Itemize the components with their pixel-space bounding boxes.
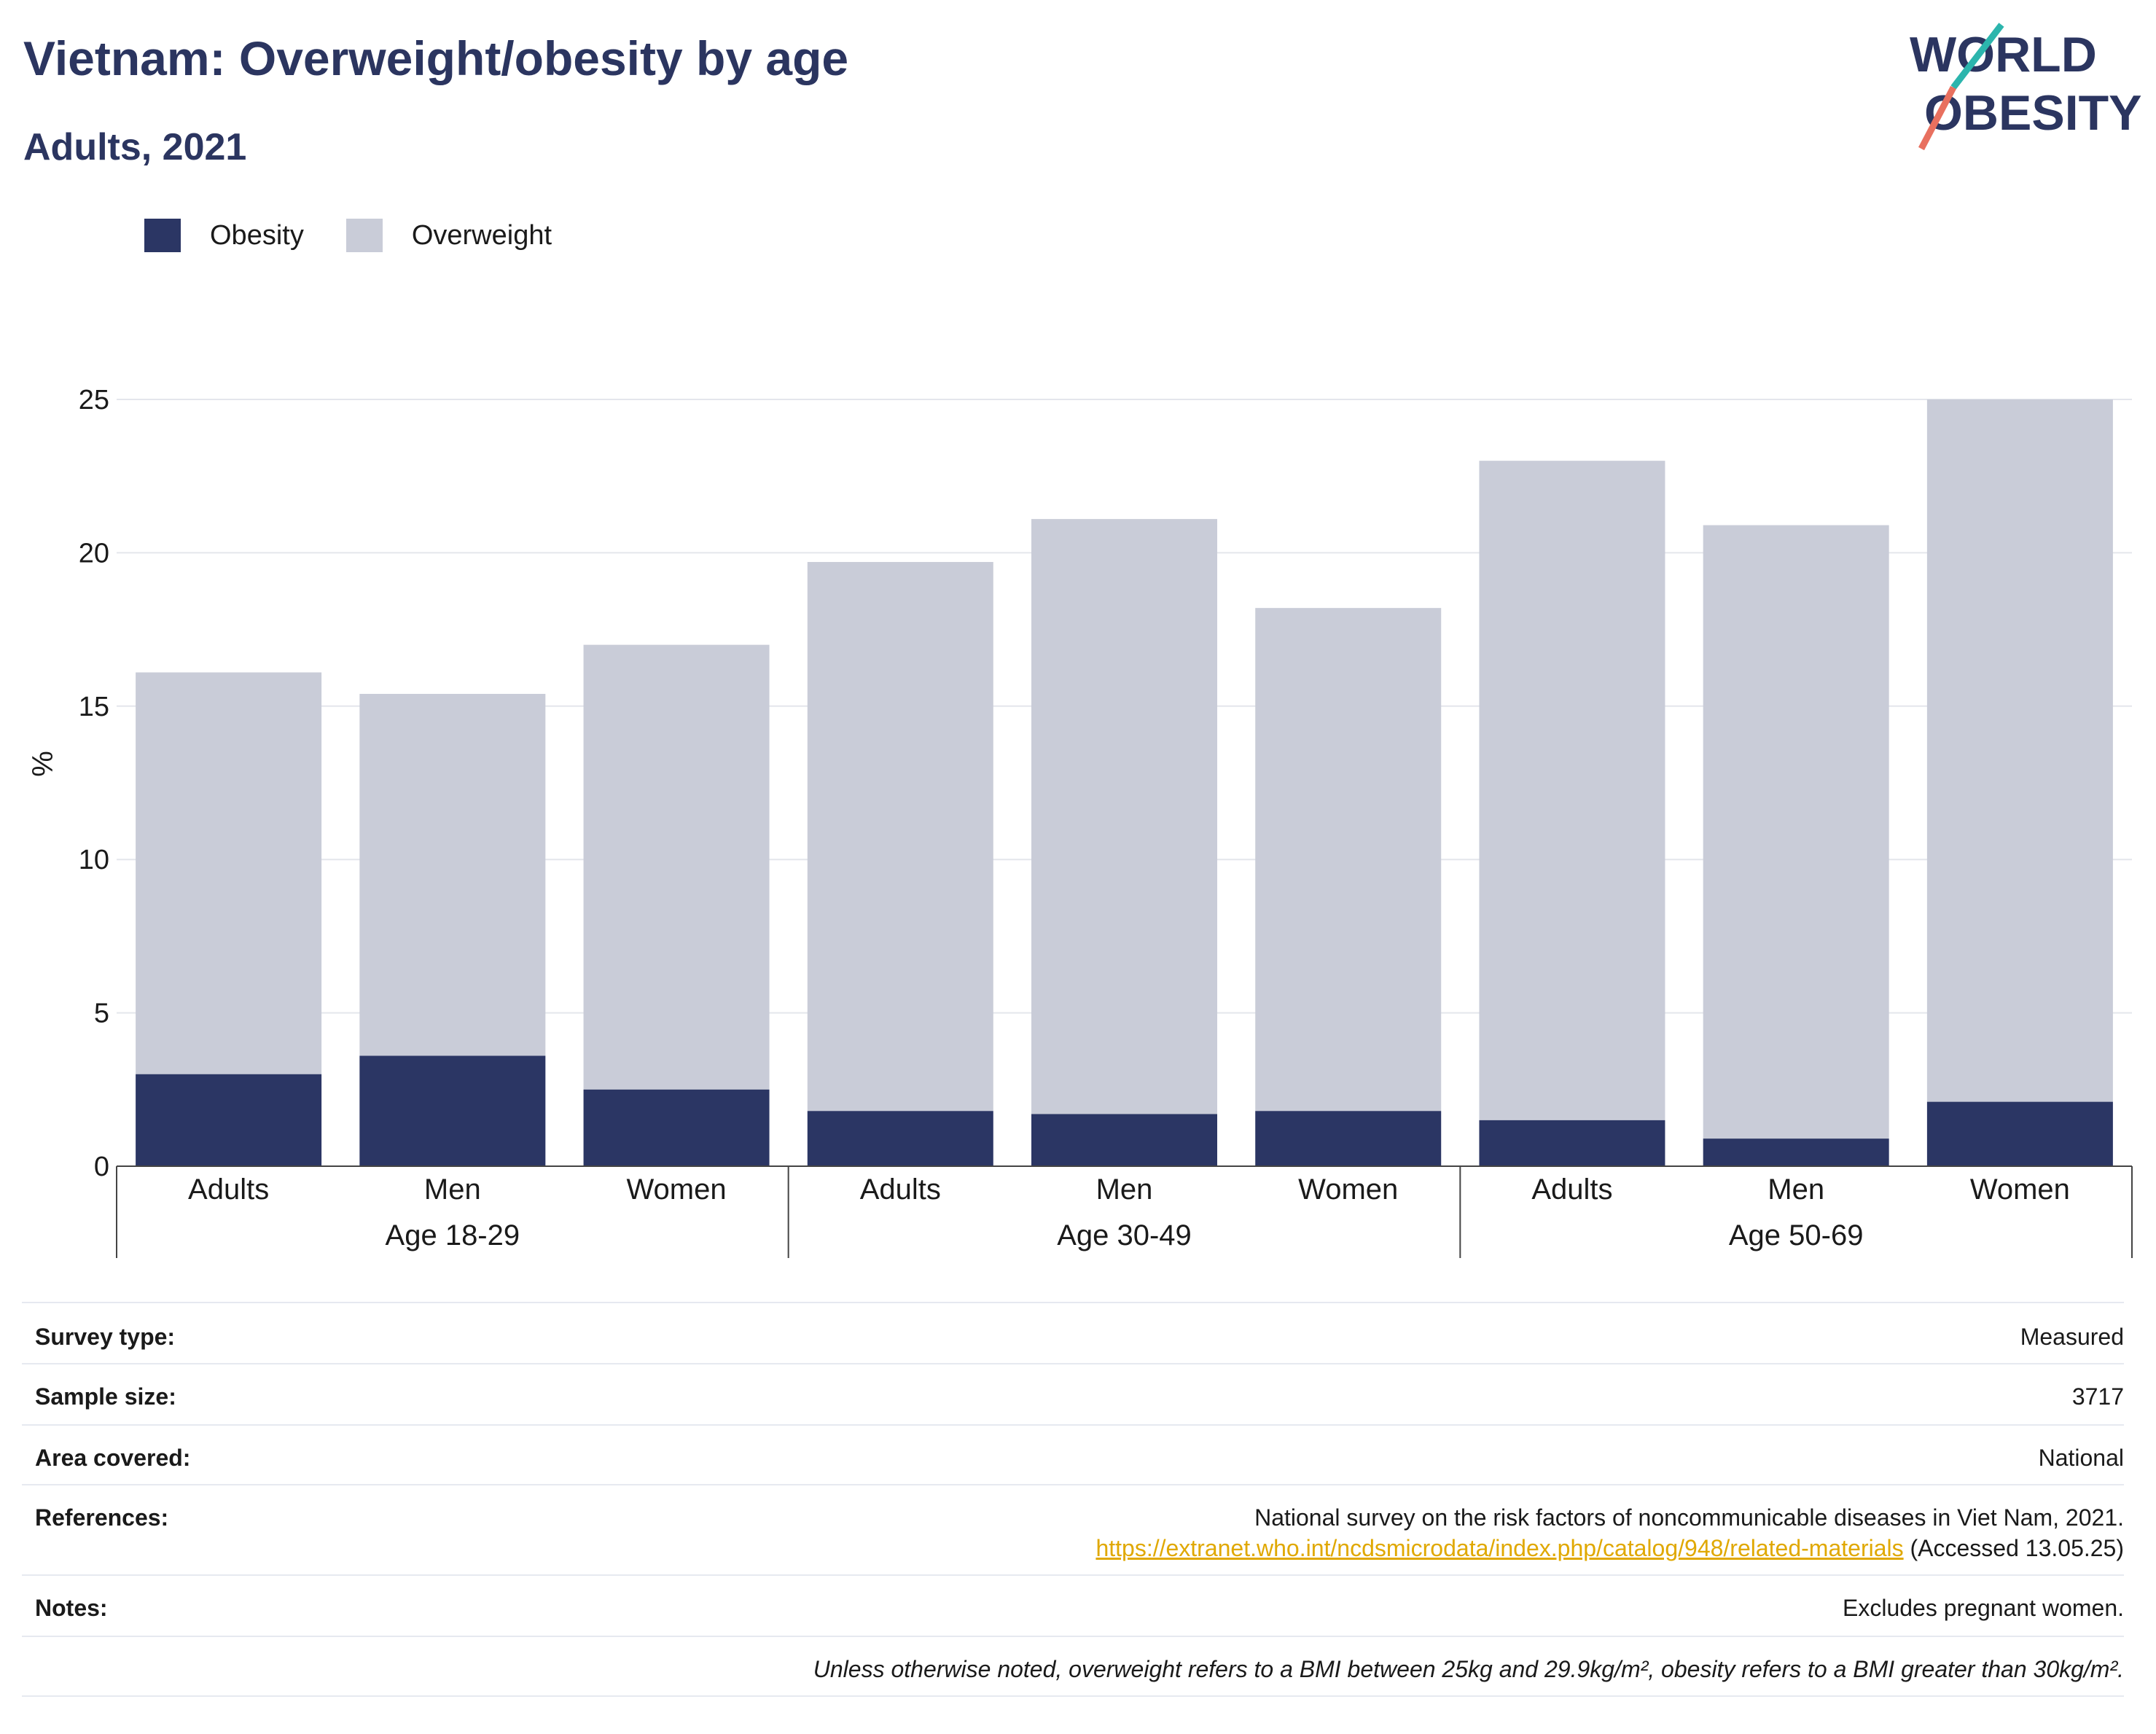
- info-row-footnote: Unless otherwise noted, overweight refer…: [22, 1636, 2124, 1697]
- notes-label: Notes:: [35, 1595, 108, 1621]
- x-tick-label: Women: [627, 1173, 727, 1206]
- y-tick-label: 20: [79, 538, 109, 569]
- bar-obesity: [1031, 1114, 1217, 1166]
- y-tick-label: 5: [94, 999, 109, 1029]
- sample-size-value: 3717: [2071, 1383, 2124, 1410]
- bar-obesity: [1703, 1139, 1889, 1166]
- bar-obesity: [359, 1055, 546, 1166]
- bar-overweight: [359, 693, 546, 1056]
- area-covered-label: Area covered:: [35, 1445, 191, 1471]
- bar-obesity: [807, 1111, 993, 1166]
- x-tick-label: Adults: [860, 1173, 941, 1206]
- area-covered-value: National: [2038, 1445, 2124, 1471]
- bar-overweight: [1703, 525, 1889, 1139]
- y-tick-label: 25: [79, 385, 109, 415]
- x-group-label: Age 30-49: [1057, 1219, 1192, 1251]
- bar-obesity: [136, 1074, 322, 1166]
- survey-info-table: Survey type: Measured Sample size: 3717 …: [22, 1302, 2124, 1697]
- x-tick-label: Men: [1768, 1173, 1824, 1206]
- x-tick-label: Men: [424, 1173, 481, 1206]
- legend-swatch-obesity: [144, 219, 181, 252]
- bar-overweight: [1255, 608, 1442, 1112]
- bar-overweight: [807, 562, 993, 1112]
- y-tick-label: 0: [94, 1152, 109, 1182]
- x-group-label: Age 18-29: [386, 1219, 520, 1251]
- survey-type-label: Survey type:: [35, 1324, 176, 1350]
- bar-overweight: [1926, 399, 2113, 1102]
- sample-size-label: Sample size:: [35, 1383, 176, 1410]
- chart-title: Vietnam: Overweight/obesity by age: [23, 31, 849, 85]
- svg-text:OBESITY: OBESITY: [1924, 85, 2142, 141]
- references-accessed: (Accessed 13.05.25): [1903, 1535, 2125, 1561]
- notes-value: Excludes pregnant women.: [1843, 1595, 2124, 1621]
- y-tick-label: 15: [79, 692, 109, 722]
- info-row-survey-type: Survey type: Measured: [22, 1302, 2124, 1363]
- bar-obesity: [583, 1089, 770, 1166]
- bar-obesity: [1479, 1120, 1665, 1166]
- references-text: National survey on the risk factors of n…: [1254, 1504, 2124, 1531]
- y-axis-label: %: [27, 751, 59, 777]
- bmi-footnote: Unless otherwise noted, overweight refer…: [813, 1656, 2124, 1682]
- legend-label-obesity: Obesity: [210, 219, 304, 251]
- info-row-references: References: National survey on the risk …: [22, 1484, 2124, 1574]
- legend: Obesity Overweight: [144, 219, 594, 252]
- x-group-label: Age 50-69: [1729, 1219, 1864, 1251]
- info-row-sample-size: Sample size: 3717: [22, 1363, 2124, 1424]
- legend-item-obesity: Obesity: [144, 219, 304, 252]
- x-tick-label: Adults: [188, 1173, 269, 1206]
- bar-chart: 0 5 10 15 20 25% Adults Men Women Adults Men Women A…: [27, 385, 2133, 1258]
- svg-text:WORLD: WORLD: [1910, 27, 2097, 82]
- bar-obesity: [1255, 1111, 1442, 1166]
- references-link-line: https://extranet.who.int/ncdsmicrodata/i…: [1095, 1535, 2124, 1562]
- legend-swatch-overweight: [345, 219, 383, 252]
- chart-subtitle: Adults, 2021: [23, 126, 247, 168]
- bar-overweight: [1479, 461, 1665, 1120]
- y-tick-label: 10: [79, 845, 109, 875]
- references-link[interactable]: https://extranet.who.int/ncdsmicrodata/i…: [1095, 1535, 1904, 1561]
- legend-item-overweight: Overweight: [345, 219, 552, 252]
- x-tick-label: Adults: [1531, 1173, 1612, 1206]
- x-tick-label: Women: [1298, 1173, 1398, 1206]
- x-tick-label: Men: [1096, 1173, 1153, 1206]
- info-row-notes: Notes: Excludes pregnant women.: [22, 1574, 2124, 1636]
- world-obesity-logo: WORLD OBESITY: [1910, 23, 2142, 151]
- info-row-area-covered: Area covered: National: [22, 1424, 2124, 1484]
- x-tick-label: Women: [1970, 1173, 2070, 1206]
- bar-overweight: [136, 672, 322, 1074]
- bar-overweight: [583, 644, 770, 1090]
- bar-obesity: [1926, 1101, 2113, 1166]
- legend-label-overweight: Overweight: [411, 219, 552, 251]
- references-label: References:: [35, 1504, 169, 1531]
- survey-type-value: Measured: [2020, 1324, 2124, 1350]
- bar-overweight: [1031, 519, 1217, 1114]
